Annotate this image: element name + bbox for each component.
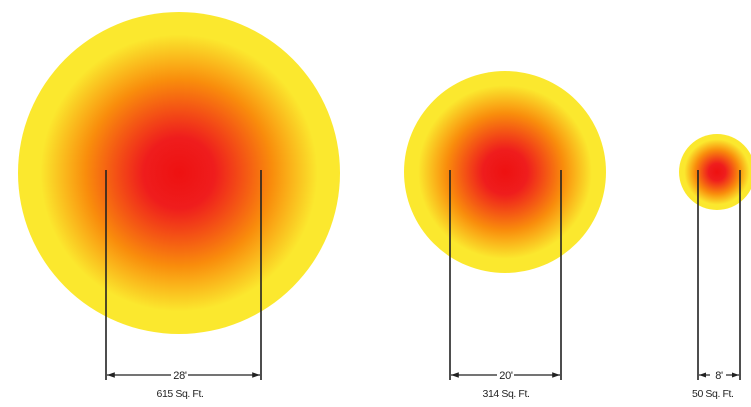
diameter-label-small: 8' — [715, 370, 723, 382]
diameter-label-large: 28' — [173, 370, 187, 382]
circle-group-small: 8' 50 Sq. Ft. — [679, 134, 751, 400]
area-label-small: 50 Sq. Ft. — [692, 388, 734, 400]
diameter-label-medium: 20' — [499, 370, 513, 382]
circle-group-large: 28' 615 Sq. Ft. — [18, 12, 340, 400]
area-label-large: 615 Sq. Ft. — [157, 388, 204, 400]
heat-circle-large — [18, 12, 340, 334]
circle-group-medium: 20' 314 Sq. Ft. — [404, 71, 606, 400]
heat-circle-medium — [404, 71, 606, 273]
area-label-medium: 314 Sq. Ft. — [483, 388, 530, 400]
heat-circle-small — [679, 134, 751, 210]
